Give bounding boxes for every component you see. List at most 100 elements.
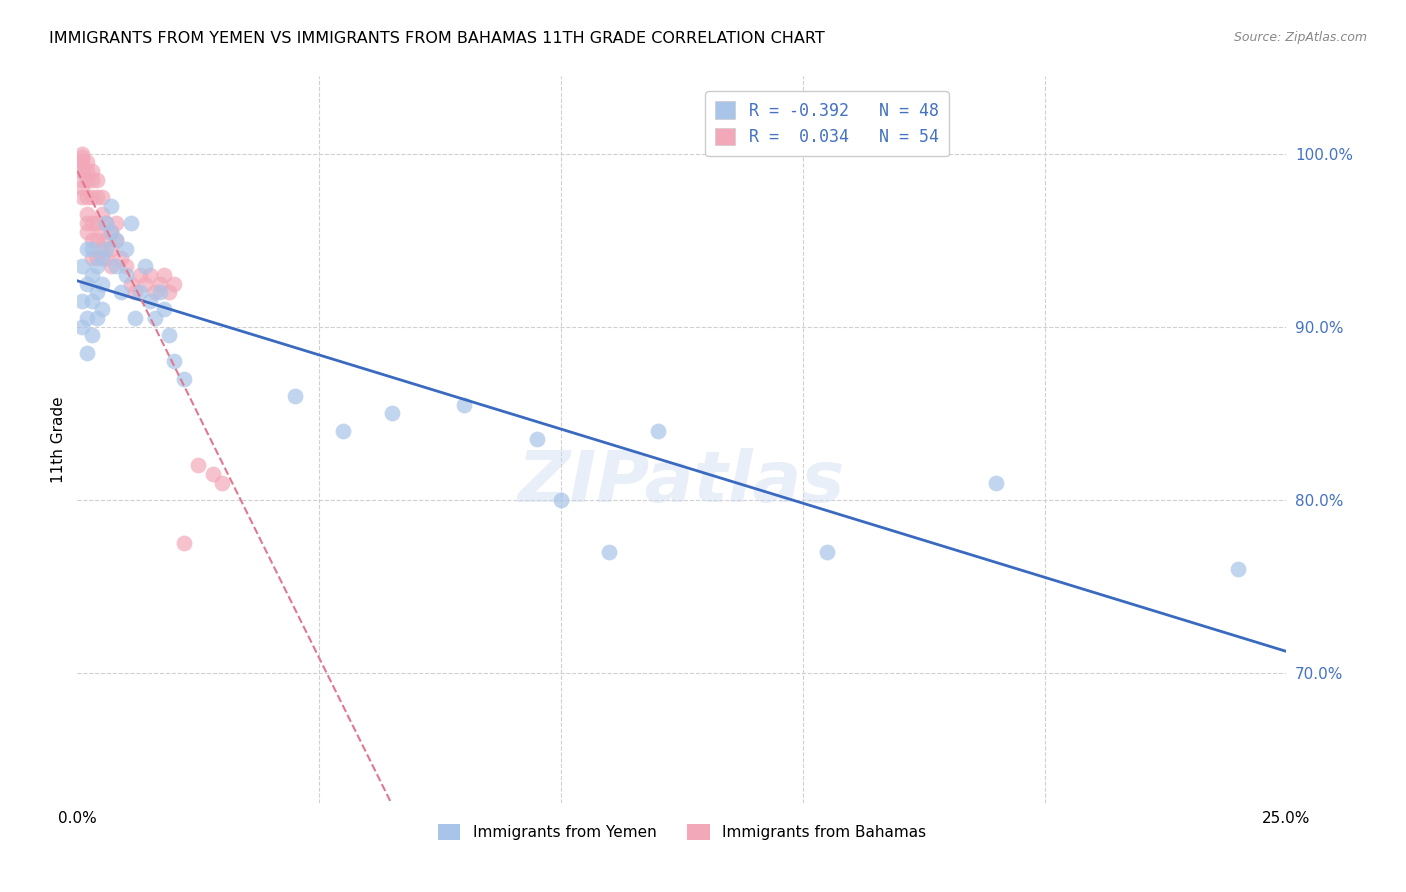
Point	[76, 164, 98, 178]
Point	[80, 190, 103, 204]
Point	[139, 268, 162, 282]
Point	[70, 153, 93, 168]
Point	[70, 293, 93, 308]
Y-axis label: 11th Grade: 11th Grade	[51, 396, 66, 483]
Point	[86, 190, 108, 204]
Point	[139, 293, 162, 308]
Point	[76, 155, 98, 169]
Point	[76, 225, 98, 239]
Point	[80, 172, 103, 186]
Point	[76, 207, 98, 221]
Point	[90, 207, 112, 221]
Point	[96, 242, 118, 256]
Point	[148, 277, 170, 291]
Point	[284, 389, 307, 403]
Point	[110, 251, 132, 265]
Point	[90, 251, 112, 265]
Point	[80, 242, 103, 256]
Point	[80, 293, 103, 308]
Point	[1227, 562, 1250, 576]
Point	[70, 146, 93, 161]
Point	[70, 172, 93, 186]
Point	[986, 475, 1008, 490]
Point	[163, 277, 186, 291]
Point	[173, 536, 195, 550]
Point	[124, 285, 146, 300]
Point	[86, 251, 108, 265]
Point	[100, 242, 122, 256]
Point	[80, 268, 103, 282]
Point	[143, 311, 166, 326]
Point	[120, 216, 142, 230]
Point	[80, 164, 103, 178]
Point	[70, 190, 93, 204]
Point	[105, 216, 128, 230]
Point	[76, 242, 98, 256]
Point	[86, 259, 108, 273]
Legend: Immigrants from Yemen, Immigrants from Bahamas: Immigrants from Yemen, Immigrants from B…	[432, 818, 932, 846]
Point	[153, 302, 176, 317]
Text: ZIPatlas: ZIPatlas	[519, 449, 845, 517]
Point	[80, 251, 103, 265]
Point	[157, 285, 180, 300]
Point	[86, 172, 108, 186]
Point	[86, 311, 108, 326]
Point	[90, 242, 112, 256]
Point	[90, 190, 112, 204]
Point	[134, 259, 156, 273]
Point	[114, 268, 136, 282]
Point	[381, 406, 404, 420]
Point	[76, 311, 98, 326]
Point	[526, 433, 548, 447]
Point	[76, 190, 98, 204]
Point	[153, 268, 176, 282]
Point	[100, 225, 122, 239]
Point	[110, 285, 132, 300]
Point	[86, 233, 108, 247]
Point	[80, 216, 103, 230]
Point	[201, 467, 224, 481]
Point	[76, 216, 98, 230]
Point	[332, 424, 354, 438]
Point	[129, 268, 152, 282]
Point	[105, 233, 128, 247]
Point	[187, 458, 209, 473]
Point	[70, 164, 93, 178]
Point	[80, 233, 103, 247]
Point	[129, 285, 152, 300]
Point	[100, 199, 122, 213]
Point	[143, 285, 166, 300]
Point	[100, 225, 122, 239]
Point	[70, 150, 93, 164]
Point	[148, 285, 170, 300]
Point	[76, 172, 98, 186]
Point	[598, 545, 620, 559]
Point	[453, 398, 475, 412]
Point	[114, 259, 136, 273]
Point	[96, 233, 118, 247]
Point	[114, 242, 136, 256]
Point	[173, 372, 195, 386]
Point	[70, 319, 93, 334]
Point	[76, 345, 98, 359]
Point	[90, 277, 112, 291]
Point	[211, 475, 233, 490]
Point	[100, 259, 122, 273]
Point	[96, 216, 118, 230]
Text: Source: ZipAtlas.com: Source: ZipAtlas.com	[1233, 31, 1367, 45]
Point	[134, 277, 156, 291]
Point	[647, 424, 669, 438]
Point	[550, 492, 572, 507]
Point	[70, 159, 93, 173]
Point	[815, 545, 838, 559]
Point	[86, 216, 108, 230]
Point	[105, 259, 128, 273]
Point	[70, 259, 93, 273]
Point	[96, 216, 118, 230]
Point	[157, 328, 180, 343]
Point	[86, 285, 108, 300]
Point	[90, 225, 112, 239]
Point	[90, 302, 112, 317]
Point	[120, 277, 142, 291]
Point	[163, 354, 186, 368]
